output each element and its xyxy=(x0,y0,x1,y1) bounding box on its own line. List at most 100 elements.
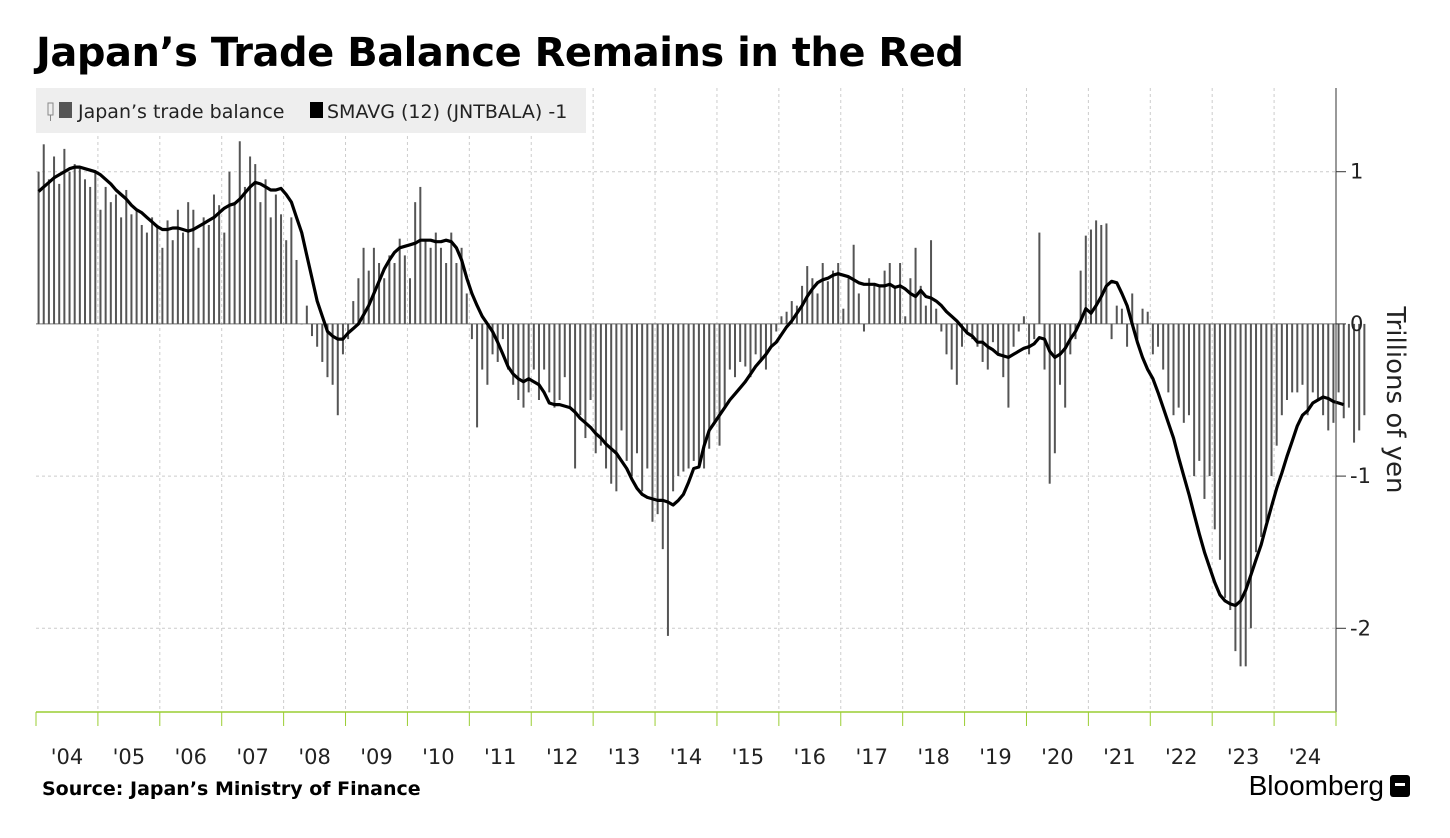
trade-balance-bar xyxy=(1306,323,1309,416)
x-tick-label: '07 xyxy=(236,745,269,769)
trade-balance-bar xyxy=(641,323,644,492)
trade-balance-bar xyxy=(197,247,200,324)
y-tick-label: -2 xyxy=(1350,616,1371,640)
trade-balance-bar xyxy=(976,323,979,347)
trade-balance-bar xyxy=(264,179,267,324)
trade-balance-bar xyxy=(522,323,525,408)
trade-balance-bar xyxy=(1084,235,1087,324)
trade-balance-bar xyxy=(352,301,355,324)
trade-balance-bar xyxy=(1280,323,1283,416)
trade-balance-bar xyxy=(527,323,530,393)
trade-balance-bar xyxy=(997,323,1000,355)
trade-balance-bar xyxy=(537,323,540,400)
trade-balance-bar xyxy=(1311,323,1314,393)
trade-balance-bar xyxy=(228,171,231,324)
trade-balance-bar xyxy=(826,281,829,324)
trade-balance-bar xyxy=(1095,220,1098,324)
trade-balance-bar xyxy=(1187,323,1190,416)
trade-balance-bar xyxy=(151,217,154,324)
legend: Japan’s trade balance SMAVG (12) (JNTBAL… xyxy=(36,88,586,133)
trade-balance-bar xyxy=(532,323,535,370)
brand-name: Bloomberg xyxy=(1248,770,1384,801)
trade-balance-bar xyxy=(1182,323,1185,423)
trade-balance-bar xyxy=(280,214,283,324)
trade-balance-bar xyxy=(491,323,494,355)
trade-balance-bar xyxy=(945,323,948,355)
trade-balance-bar xyxy=(295,259,298,324)
trade-balance-bar xyxy=(1079,270,1082,324)
trade-balance-bar xyxy=(187,202,190,324)
trade-balance-bar xyxy=(1131,293,1134,324)
trade-balance-bar xyxy=(254,164,257,324)
trade-balance-bar xyxy=(1038,232,1041,324)
trade-balance-bar xyxy=(955,323,958,385)
x-tick-label: '05 xyxy=(113,745,146,769)
trade-balance-bar xyxy=(713,323,716,423)
trade-balance-bar xyxy=(847,278,850,324)
trade-balance-bar xyxy=(1255,323,1258,553)
trade-balance-bar xyxy=(1234,323,1237,652)
trade-balance-bar xyxy=(553,323,556,408)
trade-balance-bar xyxy=(388,255,391,324)
chart-title: Japan’s Trade Balance Remains in the Red xyxy=(36,30,964,76)
trade-balance-bar xyxy=(1208,323,1211,477)
x-tick-label: '18 xyxy=(917,745,950,769)
trade-balance-bar xyxy=(419,186,422,324)
trade-balance-bar xyxy=(1126,323,1129,347)
trade-balance-bar xyxy=(398,238,401,324)
trade-balance-bar xyxy=(909,278,912,324)
legend-label-smavg: SMAVG (12) (JNTBALA) -1 xyxy=(327,101,567,123)
x-tick-label: '14 xyxy=(670,745,703,769)
trade-balance-bar xyxy=(99,209,102,324)
trade-balance-bar xyxy=(202,217,205,324)
trade-balance-bar xyxy=(285,240,288,324)
trade-balance-bar xyxy=(1316,323,1319,400)
trade-balance-bar xyxy=(599,323,602,446)
trade-balance-bar xyxy=(470,323,473,340)
trade-balance-bar xyxy=(625,323,628,461)
legend-line-swatch-icon xyxy=(310,102,323,118)
trade-balance-bar xyxy=(383,278,386,324)
x-tick-label: '11 xyxy=(484,745,517,769)
trade-balance-bar xyxy=(109,202,112,324)
trade-balance-bar xyxy=(501,323,504,340)
trade-balance-bar xyxy=(930,240,933,324)
trade-balance-bar xyxy=(1327,323,1330,431)
trade-balance-bar xyxy=(904,316,907,324)
trade-balance-bar xyxy=(53,156,56,324)
trade-balance-bar xyxy=(1017,323,1020,332)
trade-balance-bar xyxy=(754,323,757,355)
trade-balance-bar xyxy=(811,278,814,324)
trade-balance-bar xyxy=(63,148,66,324)
trade-balance-bar xyxy=(790,301,793,324)
trade-balance-bar xyxy=(512,323,515,385)
x-tick-label: '10 xyxy=(422,745,455,769)
trade-balance-bar xyxy=(476,323,479,428)
trade-balance-bar xyxy=(1244,323,1247,667)
trade-balance-bar xyxy=(434,232,437,324)
trade-balance-bar xyxy=(677,323,680,477)
legend-label-trade-balance: Japan’s trade balance xyxy=(77,101,284,123)
trade-balance-bar xyxy=(182,232,185,324)
trade-balance-bar xyxy=(156,224,159,324)
trade-balance-bar xyxy=(176,209,179,324)
trade-balance-bar xyxy=(1270,323,1273,477)
trade-balance-bar xyxy=(1053,323,1056,454)
trade-balance-bar xyxy=(166,220,169,324)
axes-layer: 1 0 -1 -2 '04 '05 '06 '07 '08 '09 '10 '11 '12 '13 '14 '… xyxy=(35,88,1371,769)
trade-balance-bar xyxy=(785,311,788,324)
trade-balance-bar xyxy=(728,323,731,370)
trade-balance-bar xyxy=(1028,323,1031,355)
trade-balance-bar xyxy=(661,323,664,550)
trade-balance-bar xyxy=(1177,323,1180,408)
trade-balance-bar xyxy=(656,323,659,515)
trade-balance-bar xyxy=(1249,323,1252,629)
trade-balance-bar xyxy=(336,323,339,416)
source-note: Source: Japan’s Ministry of Finance xyxy=(42,778,421,800)
trade-balance-bar xyxy=(1172,323,1175,416)
trade-balance-bar xyxy=(697,323,700,464)
x-tick-label: '16 xyxy=(794,745,827,769)
trade-balance-bar xyxy=(1229,323,1232,611)
trade-balance-bar xyxy=(367,270,370,324)
trade-balance-bar xyxy=(1146,311,1149,324)
